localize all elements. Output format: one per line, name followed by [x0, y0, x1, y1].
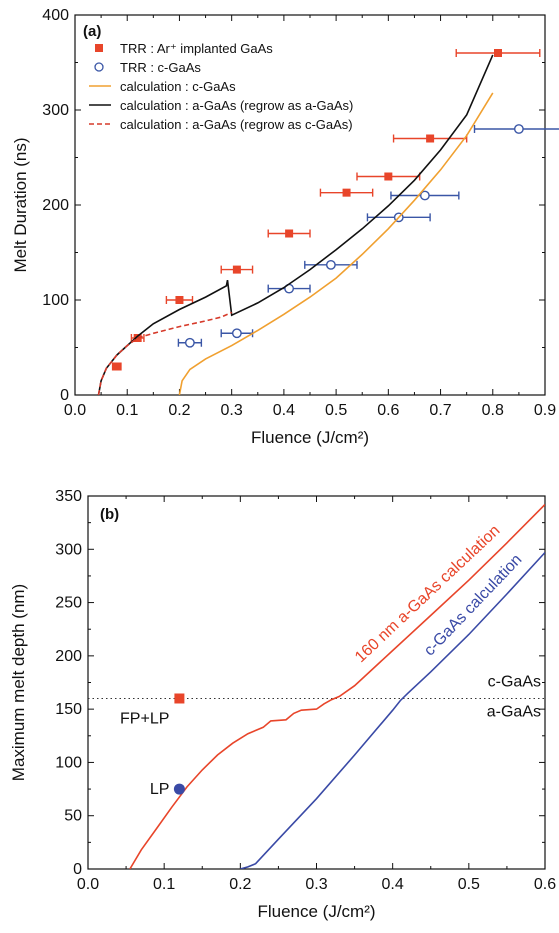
x-tick-label: 0.7	[429, 402, 451, 419]
x-tick-label: 0.9	[534, 402, 556, 419]
series-calculation-c-gaas-line	[178, 92, 494, 395]
series-c-gaas-calculation-line	[240, 551, 545, 869]
y-tick-label: 0	[60, 387, 69, 404]
y-tick-label: 200	[42, 197, 69, 214]
chart-panel-b: 0.0 0.1 0.2 0.3 0.4 0.5 0.6 0 50 100 150 200 250 300 3…	[9, 488, 556, 921]
point-fp-lp	[174, 693, 185, 704]
point-lp	[173, 783, 185, 795]
legend-marker	[95, 44, 103, 52]
y-tick-label: 400	[42, 7, 69, 24]
point-label: LP	[150, 781, 170, 798]
x-tick-label: 0.0	[64, 402, 86, 419]
x-tick-label: 0.2	[229, 876, 251, 893]
series-trr-ar-implanted-gaas-point	[494, 49, 502, 57]
x-tick-label: 0.5	[458, 876, 480, 893]
series-trr-ar-implanted-gaas-point	[232, 265, 241, 274]
series-trr-c-gaas-point	[325, 259, 336, 270]
series-trr-ar-implanted-gaas-point	[112, 362, 121, 371]
x-tick-label: 0.0	[77, 876, 99, 893]
chart-panel-a: 0.0 0.1 0.2 0.3 0.4 0.5 0.6 0.7 0.8 0.9 0 100 200 300…	[11, 7, 559, 447]
series-trr-ar-implanted-gaas-point	[285, 229, 294, 238]
y-tick-label: 150	[55, 701, 82, 718]
x-tick-label: 0.1	[153, 876, 175, 893]
x-tick-label: 0.4	[382, 876, 404, 893]
y-tick-label: 300	[42, 102, 69, 119]
series-trr-ar-implanted-gaas-point	[175, 296, 184, 304]
y-tick-label: 250	[55, 595, 82, 612]
x-axis-label: Fluence (J/cm²)	[251, 428, 369, 447]
y-axis-label: Maximum melt depth (nm)	[9, 584, 28, 781]
y-tick-label: 0	[73, 861, 82, 878]
series-trr-c-gaas-point	[419, 190, 430, 201]
series-label-c-gaas: c-GaAs calculation	[421, 551, 525, 659]
legend-item: TRR : Ar⁺ implanted GaAs	[120, 41, 273, 56]
series-trr-ar-implanted-gaas-point	[384, 172, 393, 181]
series-trr-ar-implanted-gaas-point	[133, 334, 142, 342]
x-tick-label: 0.1	[116, 402, 138, 419]
x-tick-label: 0.8	[482, 402, 504, 419]
reference-label-below: a-GaAs	[487, 703, 541, 720]
legend-item: TRR : c-GaAs	[120, 60, 201, 75]
y-tick-label: 50	[64, 808, 82, 825]
series-160-nm-a-gaas-calculation-line	[129, 503, 545, 869]
x-tick-label: 0.6	[534, 876, 556, 893]
reference-label-above: c-GaAs	[488, 673, 541, 690]
series-trr-c-gaas-point	[513, 124, 524, 134]
y-axis-label: Melt Duration (ns)	[11, 137, 30, 272]
y-tick-label: 100	[42, 292, 69, 309]
point-label: FP+LP	[120, 710, 169, 727]
x-tick-label: 0.2	[168, 402, 190, 419]
x-tick-label: 0.4	[273, 402, 295, 419]
panel-label: (b)	[100, 506, 119, 523]
legend-item: calculation : a-GaAs (regrow as c-GaAs)	[120, 117, 353, 132]
x-tick-label: 0.5	[325, 402, 347, 419]
x-tick-label: 0.3	[305, 876, 327, 893]
panel-label: (a)	[83, 23, 101, 40]
y-tick-label: 300	[55, 541, 82, 558]
x-axis-label: Fluence (J/cm²)	[257, 902, 375, 921]
x-tick-label: 0.3	[221, 402, 243, 419]
legend-marker	[94, 62, 104, 72]
y-tick-label: 200	[55, 648, 82, 665]
series-trr-c-gaas-point	[231, 328, 242, 339]
x-tick-label: 0.6	[377, 402, 399, 419]
legend-item: calculation : a-GaAs (regrow as a-GaAs)	[120, 98, 353, 113]
series-trr-c-gaas-point	[184, 337, 195, 348]
legend-item: calculation : c-GaAs	[120, 79, 236, 94]
y-tick-label: 350	[55, 488, 82, 505]
series-trr-ar-implanted-gaas-point	[426, 134, 435, 143]
series-trr-ar-implanted-gaas-point	[342, 188, 351, 197]
series-calculation-a-gaas-regrow-as-c-gaas-line	[97, 311, 233, 395]
y-tick-label: 100	[55, 754, 82, 771]
